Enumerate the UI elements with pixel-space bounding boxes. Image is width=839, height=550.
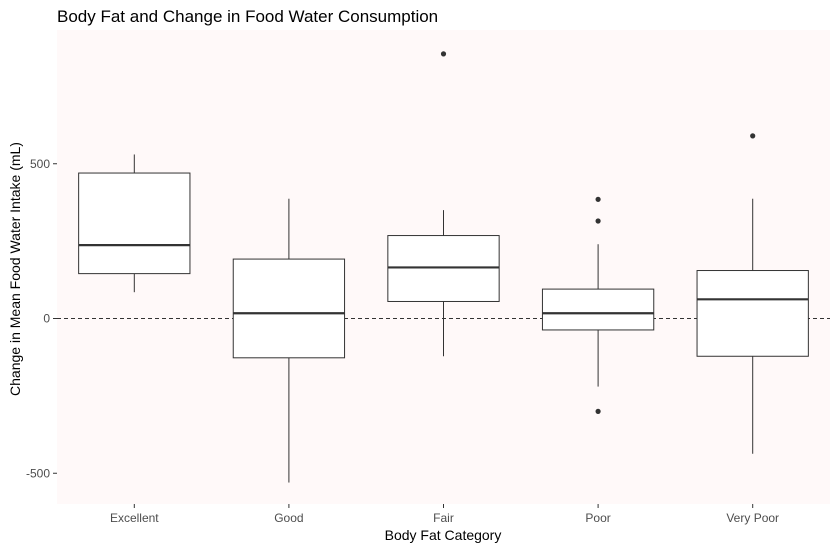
iqr-box [78, 172, 191, 275]
box-marks [78, 51, 809, 483]
x-axis: Excellent Good Fair Poor Very Poor [110, 504, 779, 525]
box-excellent [78, 154, 191, 293]
iqr-box [232, 258, 346, 359]
x-tick-label: Very Poor [726, 511, 779, 525]
box-good [232, 198, 346, 483]
x-tick-label: Fair [433, 511, 454, 525]
outlier-point [595, 408, 601, 414]
x-axis-title: Body Fat Category [385, 527, 502, 543]
outlier-point [595, 196, 601, 202]
outlier-point [440, 51, 447, 57]
y-axis-title: Change in Mean Food Water Intake (mL) [7, 142, 23, 396]
box-poor [541, 196, 655, 414]
y-tick-label: 500 [30, 157, 50, 171]
outlier-point [750, 133, 756, 139]
y-axis: -500 0 500 [26, 157, 57, 480]
box-fair [387, 51, 500, 357]
iqr-box [541, 288, 655, 331]
y-tick-label: -500 [26, 466, 50, 480]
outlier-point [595, 218, 601, 224]
x-tick-label: Good [274, 511, 303, 525]
chart-title: Body Fat and Change in Food Water Consum… [57, 7, 438, 26]
box-very-poor [696, 133, 809, 454]
x-tick-label: Excellent [110, 511, 159, 525]
x-tick-label: Poor [585, 511, 610, 525]
iqr-box [696, 270, 809, 357]
y-tick-label: 0 [43, 312, 50, 326]
